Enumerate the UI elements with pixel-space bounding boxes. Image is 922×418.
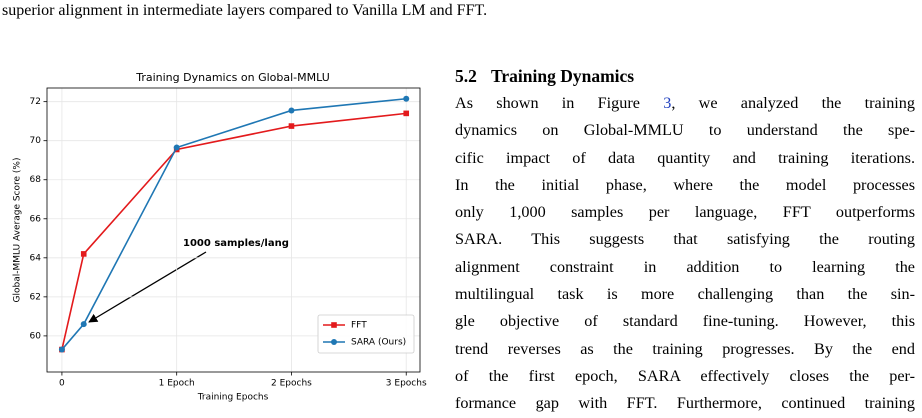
chart: Training Dynamics on Global-MMLU Trainin… — [13, 71, 427, 403]
point — [403, 95, 410, 102]
section-title: Training Dynamics — [491, 66, 635, 86]
text-line: cific impact of data quantity and traini… — [455, 148, 915, 167]
text-line: SARA. This suggests that satisfying the … — [455, 230, 915, 249]
legend-label: SARA (Ours) — [351, 338, 406, 348]
point — [288, 107, 295, 114]
point — [58, 346, 65, 353]
point — [173, 144, 180, 151]
annotation: 1000 samples/lang — [183, 238, 289, 249]
x-tick-label: 1 Epoch — [159, 379, 195, 389]
y-tick-label: 62 — [30, 292, 41, 302]
legend-marker — [331, 339, 337, 345]
text-line: alignment constraint in addition to lear… — [455, 257, 915, 276]
point — [80, 321, 87, 328]
y-tick-label: 70 — [30, 136, 42, 146]
text-line: only 1,000 samples per language, FFT out… — [455, 203, 915, 222]
text-line: superior alignment in intermediate layer… — [2, 2, 488, 19]
paragraph: As shown in Figure 3, we analyzed the tr… — [455, 90, 915, 418]
point — [288, 123, 295, 129]
text-line: trend reverses as the training progresse… — [455, 339, 915, 358]
y-tick-label: 68 — [30, 175, 42, 185]
point — [403, 110, 410, 117]
text-line: In the initial phase, where the model pr… — [455, 175, 915, 194]
x-tick-label: 0 — [59, 379, 65, 389]
figure-ref: 3 — [663, 94, 672, 112]
text-line: formance gap with FFT. Furthermore, cont… — [455, 394, 915, 413]
text-line: As shown in Figure 3, we analyzed the tr… — [455, 90, 915, 117]
y-tick-label: 64 — [30, 253, 42, 263]
x-tick-label: 3 Epochs — [386, 379, 427, 389]
y-axis-label: Global-MMLU Average Score (%) — [13, 158, 23, 303]
x-tick-label: 2 Epochs — [271, 379, 312, 389]
x-axis-label: Training Epochs — [197, 393, 269, 403]
point — [80, 251, 87, 257]
text-line: dynamics on Global-MMLU to understand th… — [455, 121, 915, 140]
y-tick-label: 72 — [30, 97, 41, 107]
legend-label: FFT — [351, 321, 367, 331]
text-span: As shown in Figure — [455, 94, 664, 112]
text-span: , we analyzed the training — [671, 94, 915, 112]
text-line: of the first epoch, SARA effectively clo… — [455, 366, 915, 385]
y-tick-label: 66 — [30, 214, 42, 224]
series-line — [61, 97, 407, 351]
section-heading: 5.2 Training Dynamics — [455, 66, 634, 87]
text-line: multilingual task is more challenging th… — [455, 285, 915, 304]
y-tick-label: 60 — [30, 331, 42, 341]
chart-title: Training Dynamics on Global-MMLU — [135, 71, 330, 84]
legend-marker — [331, 322, 337, 328]
plot-frame — [46, 87, 421, 373]
section-number: 5.2 — [455, 66, 477, 86]
text-line: gle objective of standard fine-tuning. H… — [455, 312, 915, 331]
annotation-arrow — [88, 251, 207, 323]
series-line — [61, 112, 407, 350]
